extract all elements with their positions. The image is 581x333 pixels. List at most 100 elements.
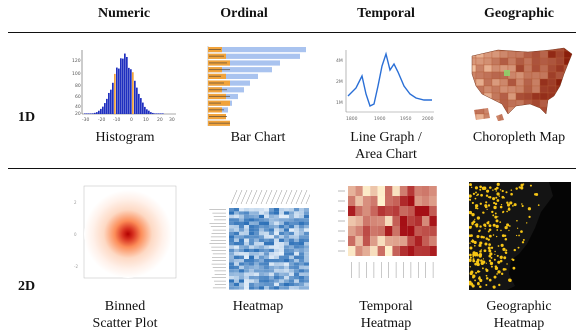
- choropleth-region: [475, 57, 485, 66]
- heatmap-cell: [269, 221, 274, 225]
- heatmap-cell: [299, 276, 304, 280]
- geo-heat-dot: [533, 193, 537, 196]
- heatmap-cell: [254, 245, 259, 249]
- choropleth-region: [483, 92, 493, 101]
- choropleth-region: [547, 106, 557, 115]
- svg-text:100: 100: [72, 71, 81, 77]
- temporal-heatmap-cell: [392, 246, 400, 256]
- heatmap-cell: [244, 235, 249, 239]
- heatmap-cell: [239, 276, 244, 280]
- geo-heat-dot: [476, 262, 480, 267]
- heatmap-cell: [284, 214, 289, 219]
- geo-heat-dot: [469, 258, 472, 262]
- heatmap-cell: [294, 208, 299, 212]
- heatmap-cell: [229, 245, 234, 249]
- heatmap-cell: [289, 242, 294, 246]
- temporal-heatmap-cell: [385, 236, 393, 246]
- temporal-heatmap-cell: [399, 236, 408, 246]
- temporal-heatmap-cell: [370, 186, 378, 196]
- geo-heat-dot: [527, 207, 532, 211]
- choropleth-region: [547, 120, 557, 121]
- temporal-heatmap-cell: [362, 196, 371, 206]
- geo-heat-dot: [478, 254, 482, 258]
- geo-heat-dot: [510, 192, 513, 196]
- heatmap-cell: [244, 228, 249, 232]
- geo-heat-dot: [494, 212, 497, 215]
- choropleth-region: [499, 48, 509, 52]
- heatmap-cell: [299, 221, 304, 225]
- heatmap-cell: [254, 265, 259, 270]
- geo-heat-dot: [486, 189, 490, 193]
- histogram-bar: [94, 112, 96, 114]
- heatmap-cell: [269, 282, 274, 287]
- line-graph-thumbnail: 4M 2M 1M 1800 1900 1950 2000: [334, 46, 438, 126]
- heatmap-cell: [254, 208, 259, 212]
- heatmap-cell: [294, 259, 299, 263]
- heatmap-cell: [279, 286, 284, 290]
- geo-heat-dot: [498, 283, 501, 287]
- heatmap-cell: [299, 272, 304, 276]
- heatmap-cell: [304, 262, 309, 266]
- heatmap-cell: [249, 221, 254, 225]
- choropleth-region: [531, 78, 541, 87]
- choropleth-graphic: [471, 47, 573, 121]
- choropleth-region: [491, 85, 501, 94]
- temporal-heatmap-cell: [392, 186, 400, 196]
- geo-heat-dot: [474, 218, 476, 220]
- geo-heat-dot: [472, 258, 475, 261]
- heatmap-cell: [294, 276, 299, 280]
- choropleth-region: [539, 48, 549, 52]
- heatmap-cell: [304, 211, 309, 215]
- heatmap-cell: [294, 238, 299, 242]
- temporal-heatmap-cell: [355, 236, 363, 246]
- geo-heat-dot: [473, 240, 477, 245]
- heatmap-column-label: [250, 189, 258, 205]
- geographic-heatmap-graphic: [469, 182, 571, 290]
- geo-heat-dot: [495, 235, 498, 238]
- geo-heat-dot: [471, 201, 474, 205]
- choropleth-region: [475, 78, 485, 87]
- heatmap-cell: [249, 252, 254, 256]
- heatmap-cell: [254, 252, 259, 256]
- heatmap-cell: [294, 231, 299, 236]
- choropleth-region: [555, 85, 565, 94]
- heatmap-cell: [234, 259, 239, 263]
- choropleth-region: [555, 50, 565, 59]
- temporal-heatmap-cell: [362, 216, 371, 226]
- geo-heat-dot: [488, 249, 492, 253]
- bar-chart-label-text: [209, 102, 221, 104]
- heatmap-cell: [229, 248, 234, 253]
- choropleth-region: [475, 113, 485, 121]
- heatmap-cell: [274, 245, 279, 249]
- heatmap-cell: [269, 214, 274, 219]
- heatmap-cell: [304, 221, 309, 225]
- heatmap-cell: [249, 214, 254, 219]
- bar-chart-label-text: [209, 69, 230, 71]
- heatmap-cell: [264, 265, 269, 270]
- geo-heat-dot: [487, 204, 491, 207]
- geo-heat-dot: [516, 227, 519, 229]
- caption-line-graph-line1: Line Graph /: [350, 130, 422, 145]
- choropleth-region: [499, 85, 509, 94]
- heatmap-cell: [229, 279, 234, 283]
- choropleth-region: [475, 48, 485, 52]
- geo-heat-dot: [469, 242, 471, 244]
- geo-heat-dot: [479, 225, 482, 228]
- geo-heat-dot: [488, 278, 492, 282]
- heatmap-cell: [284, 221, 289, 225]
- choropleth-region: [499, 50, 509, 59]
- histogram-bar: [152, 112, 154, 114]
- heatmap-cell: [294, 242, 299, 246]
- heatmap-cell: [249, 231, 254, 236]
- geo-heat-dot: [469, 183, 472, 187]
- heatmap-cell: [304, 208, 309, 212]
- heatmap-cell: [274, 276, 279, 280]
- choropleth-region: [563, 92, 572, 101]
- temporal-heatmap-graphic: [338, 186, 437, 278]
- heatmap-cell: [289, 265, 294, 270]
- choropleth-region: [483, 64, 493, 73]
- temporal-heatmap-cell: [377, 246, 385, 256]
- heatmap-cell: [284, 242, 289, 246]
- heatmap-cell: [244, 252, 249, 256]
